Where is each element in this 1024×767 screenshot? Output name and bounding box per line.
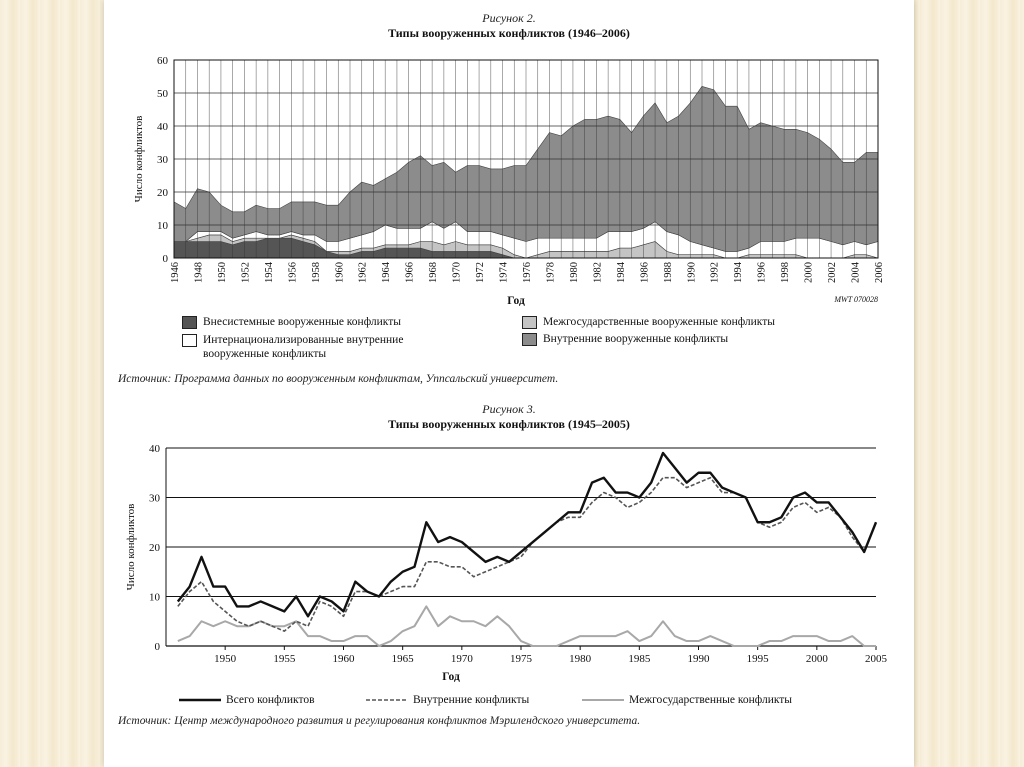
xtick-label-1970: 1970: [451, 653, 474, 665]
xtick-label-1960: 1960: [333, 653, 356, 665]
xtick-label-1988: 1988: [663, 262, 674, 283]
xtick-label-1958: 1958: [311, 262, 322, 283]
line-series-internal: [177, 476, 877, 632]
legend2-internal: Внутренние конфликты: [366, 694, 529, 706]
legend2-interstate: Межгосударственные конфликты: [582, 694, 792, 706]
legend2-line-internal: [366, 699, 408, 702]
ytick-label-30: 30: [149, 493, 161, 505]
xtick-label-1982: 1982: [592, 262, 603, 283]
ytick-label-40: 40: [149, 443, 161, 455]
slide-page: Рисунок 2. Типы вооруженных конфликтов (…: [104, 0, 914, 767]
xtick-label-1978: 1978: [545, 262, 556, 283]
line-series-total: [176, 451, 878, 618]
x-axis-label: Год: [507, 295, 525, 307]
legend-label-interstate: Межгосударственные вооруженные конфликты: [543, 316, 775, 329]
xtick-label-1995: 1995: [747, 653, 770, 665]
legend-interstate: Межгосударственные вооруженные конфликты: [522, 316, 775, 329]
legend-swatch-internationalized: [182, 333, 197, 347]
plot-frame: [173, 59, 879, 259]
xtick-label-1968: 1968: [428, 262, 439, 283]
xtick-label-1985: 1985: [628, 653, 651, 665]
xtick-label-1964: 1964: [381, 261, 392, 283]
y-axis-label: Число конфликтов: [125, 504, 137, 591]
ytick-label-10: 10: [149, 592, 161, 604]
xtick-label-1972: 1972: [475, 262, 486, 283]
xtick-label-1990: 1990: [688, 653, 711, 665]
xtick-label-1948: 1948: [193, 262, 204, 283]
legend2-line-total: [179, 699, 221, 702]
legend2-total: Всего конфликтов: [179, 694, 315, 706]
xtick-label-1974: 1974: [499, 261, 510, 283]
ytick-label-40: 40: [157, 121, 169, 133]
xtick-label-2000: 2000: [806, 653, 829, 665]
ytick-label-60: 60: [157, 55, 169, 67]
xtick-label-1955: 1955: [273, 653, 296, 665]
xtick-label-2005: 2005: [865, 653, 888, 665]
ytick-label-20: 20: [149, 542, 161, 554]
figure1-caption: Рисунок 2.: [482, 11, 536, 25]
xtick-label-1960: 1960: [334, 262, 345, 283]
figure2-title: Типы вооруженных конфликтов (1945–2005): [388, 417, 630, 431]
xtick-label-1962: 1962: [358, 262, 369, 283]
xtick-label-1950: 1950: [217, 262, 228, 283]
xtick-label-1975: 1975: [510, 653, 533, 665]
line-series-interstate: [177, 605, 876, 647]
ytick-label-0: 0: [163, 253, 169, 265]
legend-label-internal: Внутренние вооруженные конфликты: [543, 333, 729, 346]
legend2-line-interstate: [582, 699, 624, 702]
legend-internationalized: Интернационализированные внутренние воор…: [182, 333, 403, 361]
xtick-label-2002: 2002: [827, 262, 838, 283]
legend2-label-internal: Внутренние конфликты: [413, 694, 530, 706]
y-axis-label: Число конфликтов: [133, 116, 145, 203]
legend-label-internationalized-line1: Интернационализированные внутренние: [203, 334, 404, 346]
ytick-label-50: 50: [157, 88, 169, 100]
legend-label-extrasystemic: Внесистемные вооруженные конфликты: [203, 316, 401, 329]
xtick-label-1946: 1946: [170, 262, 181, 283]
legend-swatch-internal: [522, 333, 537, 346]
legend-internal: Внутренние вооруженные конфликты: [522, 333, 728, 346]
ytick-label-20: 20: [157, 187, 169, 199]
xtick-label-1996: 1996: [757, 262, 768, 283]
figure1-title: Типы вооруженных конфликтов (1946–2006): [388, 26, 630, 40]
xtick-label-1980: 1980: [569, 262, 580, 283]
xtick-label-1986: 1986: [639, 262, 650, 283]
xtick-label-2000: 2000: [804, 262, 815, 283]
xtick-label-1956: 1956: [287, 262, 298, 283]
xtick-label-2006: 2006: [874, 262, 885, 283]
xtick-label-1952: 1952: [240, 262, 251, 283]
x-axis-label: Год: [442, 671, 460, 683]
xtick-label-1965: 1965: [392, 653, 415, 665]
figure-mark: MWT 070028: [833, 295, 878, 304]
ytick-label-30: 30: [157, 154, 169, 166]
xtick-label-1976: 1976: [522, 262, 533, 283]
xtick-label-1994: 1994: [733, 261, 744, 283]
figure2-caption: Рисунок 3.: [482, 402, 536, 416]
legend-extrasystemic: Внесистемные вооруженные конфликты: [182, 316, 401, 329]
figure1-source: Источник: Программа данных по вооруженны…: [118, 373, 559, 385]
legend-swatch-interstate: [522, 316, 537, 329]
xtick-label-1980: 1980: [569, 653, 592, 665]
chart1-area-chart: 0 10 20 30 40 50 60 1946 1948 1950 1952 1954 1956 195…: [133, 55, 885, 307]
figure2-source: Источник: Центр международного развития …: [118, 715, 641, 727]
legend2-label-interstate: Межгосударственные конфликты: [629, 694, 793, 706]
xtick-label-1990: 1990: [686, 262, 697, 283]
legend-swatch-extrasystemic: [182, 316, 197, 329]
xtick-label-1984: 1984: [616, 261, 627, 283]
xtick-label-1950: 1950: [214, 653, 237, 665]
chart2-line-chart: 0 10 20 30 40 1950 1955 1960 1965 1970 1975 1980 198…: [125, 443, 888, 683]
xtick-label-1970: 1970: [452, 262, 463, 283]
xtick-label-1992: 1992: [710, 262, 721, 283]
ytick-label-0: 0: [155, 641, 161, 653]
xtick-label-1966: 1966: [405, 262, 416, 283]
ytick-label-10: 10: [157, 220, 169, 232]
xtick-label-1954: 1954: [264, 261, 275, 283]
legend-label-internationalized-line2: вооруженные конфликты: [203, 348, 327, 360]
legend2-label-total: Всего конфликтов: [226, 694, 315, 706]
xtick-label-2004: 2004: [851, 261, 862, 283]
xtick-label-1998: 1998: [780, 262, 791, 283]
